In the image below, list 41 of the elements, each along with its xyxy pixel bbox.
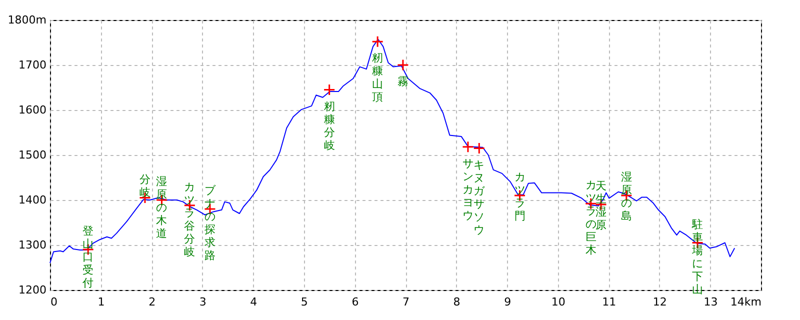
data-label: 湿原の島 — [620, 170, 632, 222]
x-tick-label: 12 — [652, 296, 667, 308]
x-tick-label: 4 — [250, 296, 258, 308]
point — [372, 36, 384, 48]
data-label: ブナの探求路 — [204, 184, 216, 262]
x-tick-label: 5 — [300, 296, 308, 308]
x-tick-label: 7 — [402, 296, 410, 308]
point — [462, 140, 474, 153]
data-label: 湿原の木道 — [156, 175, 168, 240]
data-label: 駐車場に下山 — [691, 218, 704, 296]
x-tick-label: 6 — [352, 296, 359, 308]
x-tick-label: 1 — [98, 296, 105, 308]
x-tick-label: 14km — [730, 296, 762, 308]
x-tick-label: 10 — [551, 296, 566, 308]
x-tick-label: 2 — [148, 296, 156, 308]
x-tick-label: 13 — [704, 296, 718, 308]
data-label: カツラ門 — [514, 170, 526, 222]
point — [396, 59, 409, 71]
y-tick-label: 1300 — [18, 238, 46, 252]
x-tick-label: 11 — [602, 296, 616, 308]
x-tick-label: 0 — [50, 296, 58, 308]
x-tick-label: 8 — [453, 296, 460, 308]
data-label: 霧 — [397, 75, 408, 88]
y-tick-label: 1600 — [18, 104, 46, 116]
data-label: 登山口受付 — [82, 224, 94, 290]
data-label: 籾糠分岐 — [324, 100, 335, 152]
data-label: 籾糠山頂 — [372, 52, 384, 104]
point — [323, 84, 336, 96]
point — [473, 142, 486, 154]
y-tick-label: 1800m — [8, 14, 46, 26]
y-tick-label: 1200 — [18, 284, 46, 296]
data-label: サンカヨウ — [462, 156, 474, 222]
data-label: キヌガサソウ — [474, 158, 486, 236]
data-label: カツラの巨木 — [585, 178, 596, 257]
x-tick-label: 3 — [199, 296, 206, 308]
data-label: 分岐 — [139, 172, 150, 199]
y-tick-label: 1700 — [18, 58, 46, 72]
y-tick-label: 1400 — [18, 194, 46, 206]
y-tick-label: 1500 — [18, 148, 46, 162]
x-tick-label: 9 — [504, 296, 512, 308]
data-label: カツラ谷分岐 — [184, 180, 196, 258]
